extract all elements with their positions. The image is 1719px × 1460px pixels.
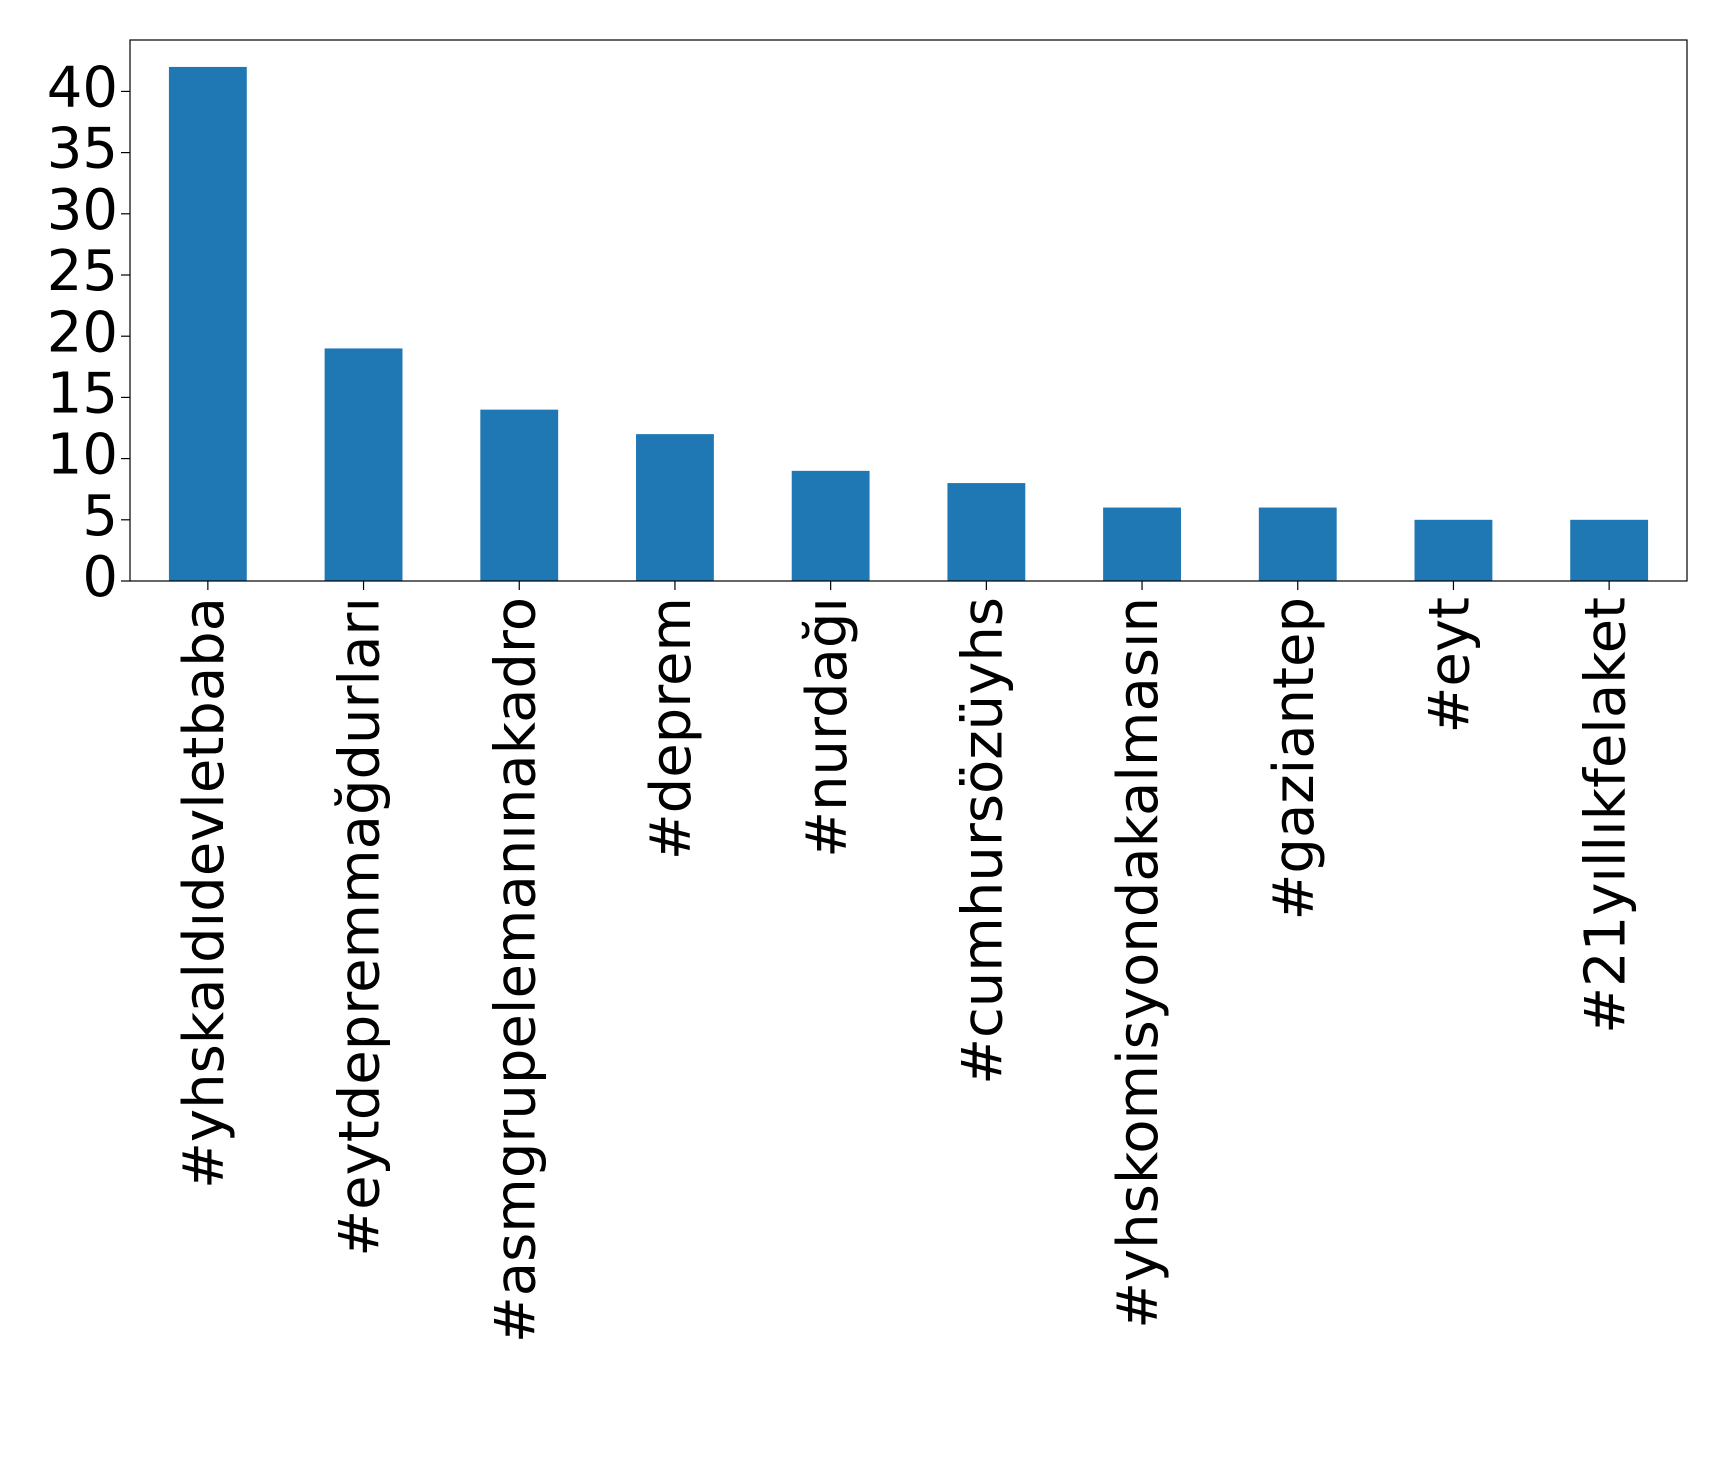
x-tick-label: #asmgrupelemanınakadro bbox=[483, 597, 548, 1343]
y-tick-label: 15 bbox=[47, 362, 118, 427]
bar bbox=[168, 66, 247, 581]
x-tick-label: #deprem bbox=[639, 597, 704, 860]
bar bbox=[636, 434, 714, 581]
y-tick-label: 10 bbox=[47, 423, 118, 488]
y-tick-label: 35 bbox=[47, 117, 118, 182]
bar bbox=[1570, 519, 1649, 581]
x-tick-label: #21yıllıkfelaket bbox=[1573, 597, 1638, 1034]
x-tick-label: #gaziantep bbox=[1262, 597, 1327, 921]
bar bbox=[1258, 507, 1337, 581]
y-tick-label: 0 bbox=[82, 545, 118, 610]
bar bbox=[324, 348, 403, 581]
x-tick-label: #eytdepremmağdurları bbox=[328, 597, 393, 1257]
bar bbox=[947, 483, 1026, 581]
bar bbox=[791, 470, 870, 581]
x-tick-label: #yhskomisyondakalmasın bbox=[1106, 597, 1171, 1329]
x-tick-label: #eyt bbox=[1418, 597, 1483, 733]
x-tick-label: #cumhursözüyhs bbox=[950, 597, 1015, 1085]
y-tick-label: 40 bbox=[47, 56, 118, 121]
y-tick-label: 5 bbox=[82, 484, 118, 549]
y-tick-label: 25 bbox=[47, 239, 118, 304]
axes-frame bbox=[129, 39, 1688, 582]
bar bbox=[1414, 519, 1493, 581]
x-tick-label: #yhskaldıdevletbaba bbox=[172, 597, 237, 1189]
bar bbox=[1103, 507, 1181, 581]
y-tick-label: 20 bbox=[47, 300, 118, 365]
bar bbox=[480, 409, 559, 581]
y-tick-label: 30 bbox=[47, 178, 118, 243]
x-tick-label: #nurdağı bbox=[795, 597, 860, 858]
